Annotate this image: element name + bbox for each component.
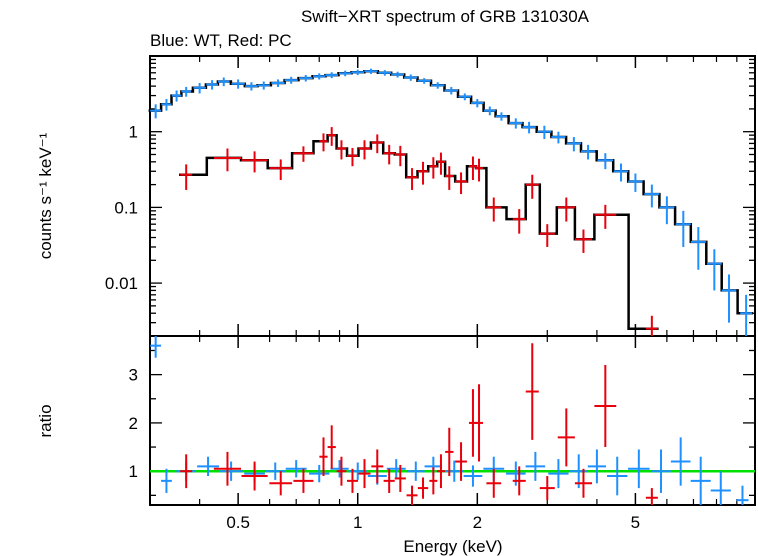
y-tick-label-top: 0.01 (105, 274, 138, 293)
y-tick-label-top: 0.1 (114, 198, 138, 217)
top-panel-ylabel: counts s⁻¹ keV⁻¹ (36, 132, 55, 259)
chart-subtitle: Blue: WT, Red: PC (150, 31, 292, 50)
bottom-panel-frame (149, 335, 756, 506)
model-curve-1 (179, 133, 659, 330)
x-tick-label: 5 (631, 513, 640, 532)
model-curve-0 (148, 69, 753, 315)
y-tick-label-bottom: 2 (129, 414, 138, 433)
y-tick-label-bottom: 3 (129, 366, 138, 385)
y-tick-label-bottom: 1 (129, 462, 138, 481)
x-tick-label: 2 (473, 513, 482, 532)
y-tick-label-top: 1 (129, 123, 138, 142)
x-tick-label: 1 (353, 513, 362, 532)
x-tick-label: 0.5 (226, 513, 250, 532)
top-panel-frame (149, 55, 756, 337)
x-axis-label: Energy (keV) (403, 537, 502, 556)
chart-title: Swift−XRT spectrum of GRB 131030A (301, 7, 590, 26)
plot-layer: 0.5 1 2 5 0.01 0.1 1 1 2 3 (105, 55, 756, 532)
bottom-panel-ylabel: ratio (36, 404, 55, 437)
